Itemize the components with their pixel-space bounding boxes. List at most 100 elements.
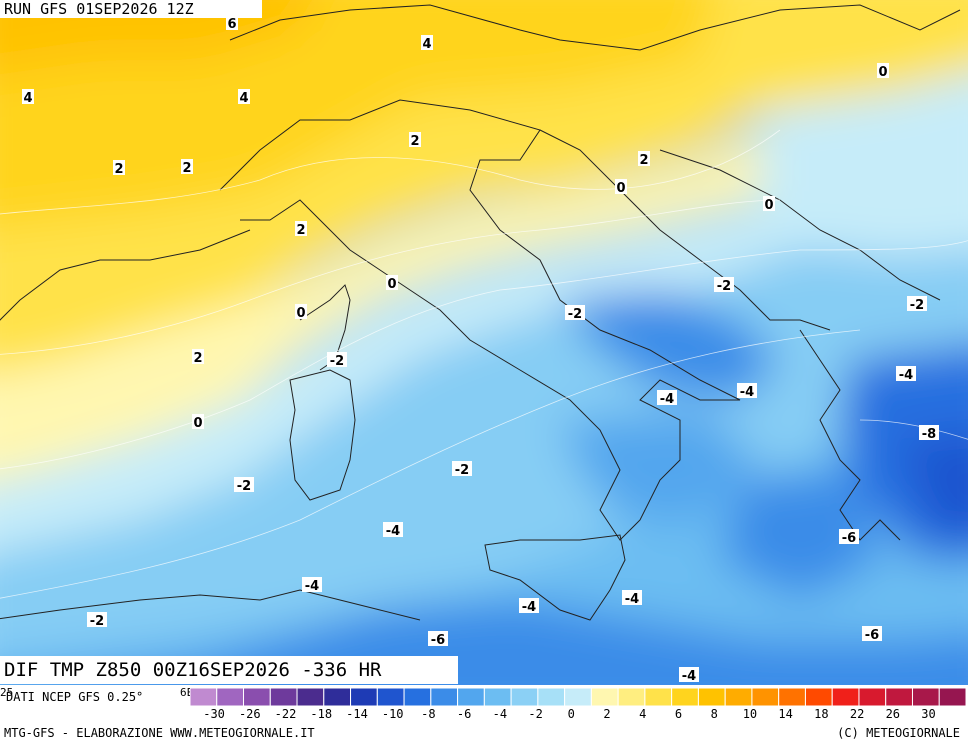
scale-tick-label: -22 — [274, 707, 297, 721]
contour-label: -2 — [327, 352, 347, 369]
scale-tick-label: -4 — [492, 707, 508, 721]
svg-text:4: 4 — [422, 37, 431, 52]
svg-text:-2: -2 — [330, 354, 344, 369]
color-swatch — [590, 688, 619, 706]
svg-text:6: 6 — [227, 17, 236, 32]
contour-label: 0 — [877, 63, 889, 80]
svg-text:-8: -8 — [922, 427, 936, 442]
contour-label: 4 — [22, 89, 34, 106]
svg-text:-2: -2 — [237, 479, 251, 494]
svg-text:0: 0 — [387, 277, 396, 292]
svg-text:-4: -4 — [386, 524, 400, 539]
svg-text:-6: -6 — [431, 633, 445, 648]
color-swatch — [510, 688, 539, 706]
coastlines — [0, 4, 961, 621]
color-swatch — [724, 688, 753, 706]
color-scale-ticks: -30 -26 -22 -18 -14 -10 -8 -6 -4 -2 0 2 4 6 8 10 14 18 22 2… — [0, 707, 968, 723]
svg-text:-4: -4 — [740, 385, 754, 400]
contour-label: 0 — [386, 275, 398, 292]
svg-text:-2: -2 — [455, 463, 469, 478]
scale-tick-label: 14 — [778, 707, 793, 721]
scale-tick-label: -6 — [456, 707, 472, 721]
contour-label: 2 — [181, 159, 193, 176]
svg-text:-4: -4 — [305, 579, 319, 594]
scale-tick-label: -14 — [346, 707, 368, 721]
scale-tick-label: 22 — [849, 707, 865, 721]
svg-text:-6: -6 — [865, 628, 879, 643]
contour-label: -2 — [714, 277, 734, 294]
scale-tick-label: -2 — [528, 707, 543, 721]
color-swatch — [216, 688, 245, 706]
color-swatch — [644, 688, 673, 706]
svg-text:-4: -4 — [682, 669, 696, 684]
svg-text:0: 0 — [193, 416, 202, 431]
color-swatch — [697, 688, 726, 706]
contour-label: -4 — [657, 390, 677, 407]
contour-label: 2 — [192, 349, 204, 366]
color-swatch — [564, 688, 592, 706]
scale-tick-label: -26 — [238, 707, 261, 721]
contour-label: -4 — [737, 383, 757, 400]
contour-label: -2 — [565, 305, 585, 322]
contour-label: -4 — [896, 366, 916, 383]
contour-label: -8 — [919, 425, 939, 442]
contour-label: 0 — [295, 304, 307, 321]
contour-label: 2 — [113, 160, 125, 177]
contour-label: -4 — [622, 590, 642, 607]
svg-text:-2: -2 — [90, 614, 104, 629]
svg-text:2: 2 — [114, 162, 123, 177]
scale-tick-label: 0 — [567, 707, 575, 721]
footer-copyright: (C) METEOGIORNALE — [837, 726, 960, 740]
contour-label: 6 — [226, 15, 238, 32]
color-swatch — [376, 688, 405, 706]
color-swatch — [831, 688, 860, 706]
contour-label: -2 — [452, 461, 472, 478]
scale-tick-label: 8 — [710, 707, 718, 721]
contour-label: -4 — [679, 667, 699, 684]
contour-label: 4 — [238, 89, 250, 106]
contour-lines — [0, 129, 968, 599]
footer-credit: MTG-GFS - ELABORAZIONE WWW.METEOGIORNALE… — [4, 726, 315, 740]
svg-text:-4: -4 — [660, 392, 674, 407]
contour-label: -6 — [839, 529, 859, 546]
svg-text:-2: -2 — [568, 307, 582, 322]
color-swatch — [938, 688, 966, 706]
color-swatch — [457, 688, 485, 706]
svg-text:-4: -4 — [625, 592, 639, 607]
contour-label: 2 — [638, 151, 650, 168]
corner-label-left: 25 — [0, 686, 14, 699]
scale-tick-label: 6 — [674, 707, 683, 721]
contour-label: 0 — [192, 414, 204, 431]
svg-text:0: 0 — [764, 198, 773, 213]
contour-label: -6 — [428, 631, 448, 648]
color-swatch — [403, 688, 432, 706]
scale-tick-label: 18 — [814, 707, 829, 721]
svg-text:4: 4 — [23, 91, 32, 106]
scale-tick-label: -30 — [203, 707, 225, 721]
scale-tick-label: 2 — [603, 707, 611, 721]
svg-text:2: 2 — [193, 351, 202, 366]
scale-tick-label: 26 — [885, 707, 901, 721]
color-swatch — [885, 688, 913, 706]
color-swatch — [804, 688, 833, 706]
contour-label: -2 — [234, 477, 254, 494]
color-swatch — [483, 688, 512, 706]
color-swatch — [243, 688, 271, 706]
svg-text:-6: -6 — [842, 531, 856, 546]
color-swatch — [190, 688, 218, 706]
svg-text:2: 2 — [639, 153, 648, 168]
color-swatch — [751, 688, 780, 706]
scale-tick-label: -8 — [421, 707, 436, 721]
svg-text:0: 0 — [616, 181, 625, 196]
scale-tick-label: -10 — [381, 707, 404, 721]
shaded-field — [0, 0, 968, 685]
color-swatch — [350, 688, 378, 706]
color-swatch — [671, 688, 699, 706]
contour-label: 4 — [421, 35, 433, 52]
color-swatch — [269, 688, 298, 706]
color-swatch — [911, 688, 940, 706]
color-swatch — [323, 688, 352, 706]
svg-text:0: 0 — [878, 65, 887, 80]
color-scale-bar — [190, 688, 966, 706]
